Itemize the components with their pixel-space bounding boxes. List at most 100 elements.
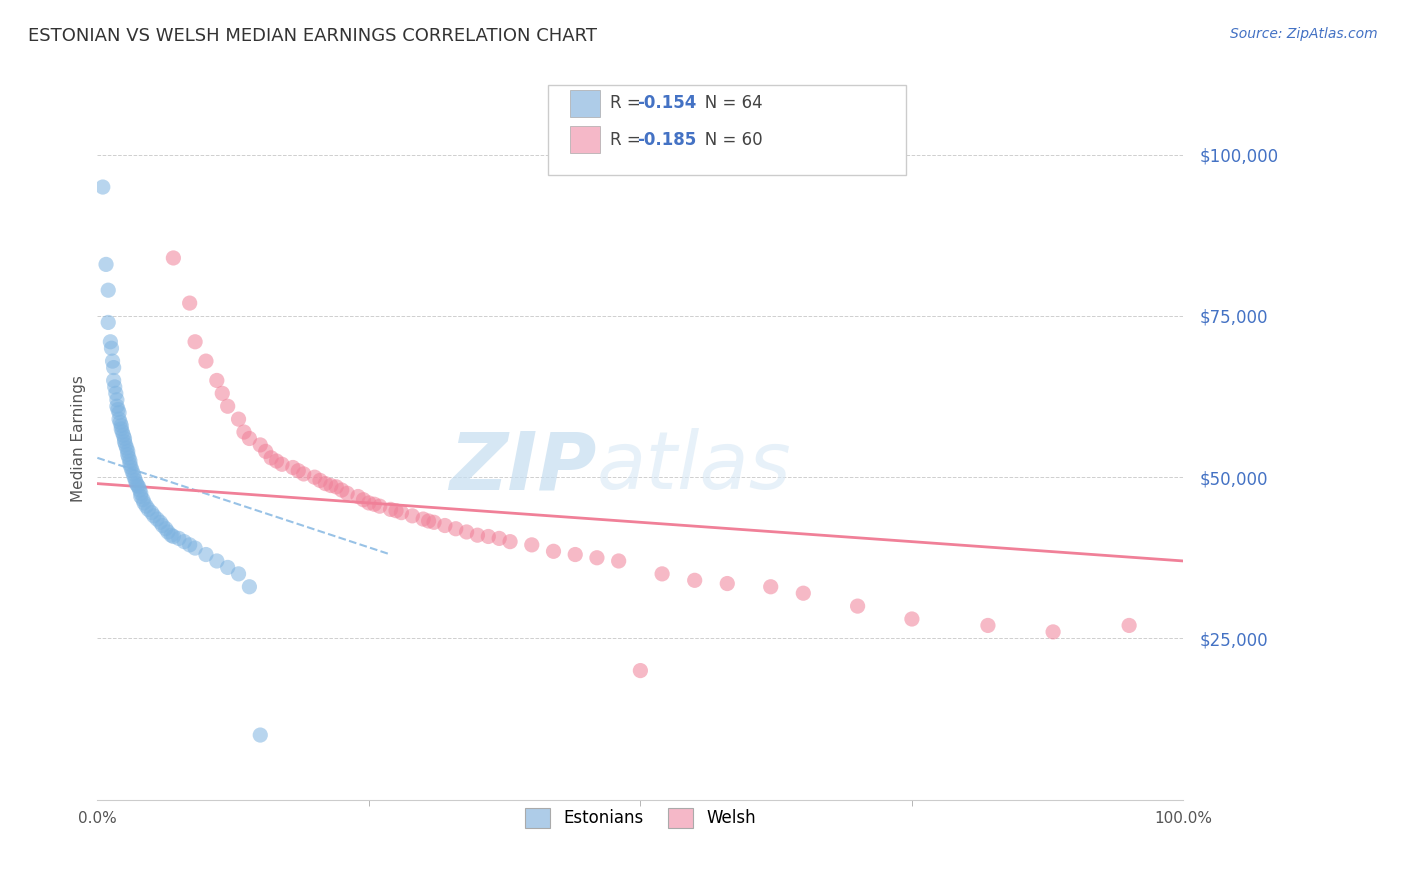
- Point: [477, 529, 499, 543]
- Point: [127, 478, 149, 492]
- Point: [607, 554, 630, 568]
- Point: [121, 464, 143, 478]
- Point: [111, 425, 134, 439]
- Point: [488, 532, 510, 546]
- Text: R =: R =: [610, 95, 645, 112]
- Point: [309, 474, 332, 488]
- Point: [304, 470, 326, 484]
- Text: N = 64: N = 64: [689, 95, 763, 112]
- Point: [94, 257, 117, 271]
- Point: [100, 341, 122, 355]
- Point: [112, 428, 135, 442]
- Point: [100, 334, 122, 349]
- Point: [336, 486, 359, 500]
- Point: [194, 354, 217, 368]
- Point: [499, 534, 522, 549]
- Point: [104, 380, 127, 394]
- Y-axis label: Median Earnings: Median Earnings: [72, 375, 86, 502]
- Point: [357, 496, 380, 510]
- Text: -0.185: -0.185: [637, 130, 696, 149]
- Point: [114, 434, 136, 449]
- Text: atlas: atlas: [598, 428, 792, 507]
- Point: [792, 586, 814, 600]
- Point: [160, 528, 183, 542]
- Point: [103, 374, 125, 388]
- Point: [352, 492, 374, 507]
- Point: [101, 354, 124, 368]
- Point: [138, 502, 160, 516]
- Point: [117, 444, 139, 458]
- Point: [122, 467, 145, 481]
- Point: [205, 554, 228, 568]
- Point: [759, 580, 782, 594]
- Point: [115, 441, 138, 455]
- Point: [205, 374, 228, 388]
- Text: ZIP: ZIP: [450, 428, 598, 507]
- Point: [238, 432, 260, 446]
- Point: [108, 406, 131, 420]
- Point: [149, 516, 172, 530]
- Point: [132, 496, 155, 510]
- Point: [254, 444, 277, 458]
- Point: [155, 522, 177, 536]
- Point: [287, 464, 309, 478]
- Point: [412, 512, 434, 526]
- Point: [156, 524, 179, 539]
- Point: [132, 492, 155, 507]
- Point: [586, 550, 609, 565]
- Point: [385, 504, 408, 518]
- Point: [418, 514, 440, 528]
- Point: [217, 560, 239, 574]
- Point: [628, 664, 651, 678]
- Point: [114, 432, 136, 446]
- Point: [281, 460, 304, 475]
- Point: [260, 450, 283, 465]
- Point: [118, 450, 141, 465]
- Text: R =: R =: [610, 130, 645, 149]
- Point: [347, 490, 370, 504]
- Point: [467, 528, 489, 542]
- FancyBboxPatch shape: [548, 85, 907, 175]
- Point: [108, 412, 131, 426]
- Point: [129, 490, 152, 504]
- Point: [118, 454, 141, 468]
- Point: [105, 399, 128, 413]
- Point: [124, 470, 146, 484]
- Point: [977, 618, 1000, 632]
- Point: [228, 412, 250, 426]
- Point: [325, 480, 347, 494]
- Point: [363, 497, 385, 511]
- Point: [211, 386, 233, 401]
- Point: [266, 454, 288, 468]
- Point: [142, 508, 165, 523]
- Point: [238, 580, 260, 594]
- Point: [249, 728, 271, 742]
- Text: Source: ZipAtlas.com: Source: ZipAtlas.com: [1230, 27, 1378, 41]
- Point: [103, 360, 125, 375]
- Point: [901, 612, 924, 626]
- Point: [173, 534, 195, 549]
- Point: [110, 422, 132, 436]
- Point: [114, 438, 136, 452]
- Point: [110, 418, 132, 433]
- Point: [91, 180, 114, 194]
- Point: [179, 296, 201, 310]
- Point: [1118, 618, 1140, 632]
- Point: [716, 576, 738, 591]
- Point: [564, 548, 586, 562]
- Point: [107, 402, 129, 417]
- Legend: Estonians, Welsh: Estonians, Welsh: [517, 801, 763, 835]
- Point: [162, 529, 184, 543]
- Text: ESTONIAN VS WELSH MEDIAN EARNINGS CORRELATION CHART: ESTONIAN VS WELSH MEDIAN EARNINGS CORREL…: [28, 27, 598, 45]
- Point: [104, 386, 127, 401]
- Point: [846, 599, 869, 613]
- Point: [167, 532, 190, 546]
- Point: [271, 457, 294, 471]
- FancyBboxPatch shape: [569, 90, 600, 117]
- Point: [129, 486, 152, 500]
- Point: [120, 460, 142, 475]
- Point: [314, 476, 336, 491]
- Text: N = 60: N = 60: [689, 130, 763, 149]
- Point: [391, 506, 413, 520]
- Point: [194, 548, 217, 562]
